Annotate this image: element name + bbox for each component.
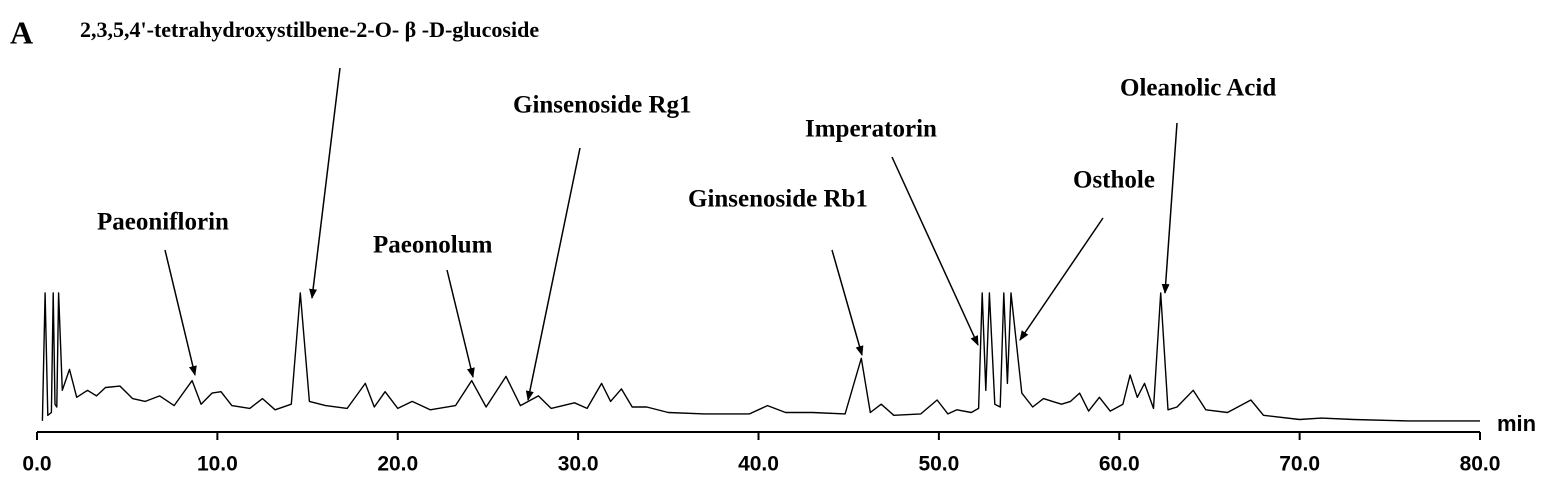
annotation-arrow xyxy=(309,67,341,299)
annotation: Imperatorin xyxy=(805,116,937,143)
annotation-arrow xyxy=(1019,217,1104,341)
x-tick-label: 80.0 xyxy=(1460,453,1501,476)
annotation-arrow xyxy=(164,249,197,376)
x-tick-label: 20.0 xyxy=(377,453,418,476)
panel-label: A xyxy=(10,14,33,50)
x-tick-label: 0.0 xyxy=(22,453,51,476)
x-tick-label: 70.0 xyxy=(1279,453,1320,476)
annotation-arrow xyxy=(831,249,864,356)
x-axis-label: min xyxy=(1497,411,1536,436)
annotation: Ginsenoside Rb1 xyxy=(688,186,868,213)
annotation: 2,3,5,4'-tetrahydroxystilbene-2-O- β -D-… xyxy=(80,17,539,42)
annotation: Paeoniflorin xyxy=(97,209,229,236)
annotation-arrow xyxy=(525,147,581,401)
annotation: Oleanolic Acid xyxy=(1120,75,1276,102)
x-tick-label: 50.0 xyxy=(918,453,959,476)
annotation: Ginsenoside Rg1 xyxy=(513,92,692,119)
chromatogram-trace xyxy=(41,292,1480,422)
annotation-arrow xyxy=(446,269,475,378)
annotation-arrow xyxy=(1161,122,1178,294)
annotation: Paeonolum xyxy=(373,232,493,259)
x-tick-label: 60.0 xyxy=(1099,453,1140,476)
annotation-arrow xyxy=(891,156,979,346)
x-tick-label: 10.0 xyxy=(197,453,238,476)
annotation: Osthole xyxy=(1073,167,1155,194)
x-tick-label: 40.0 xyxy=(738,453,779,476)
x-tick-label: 30.0 xyxy=(558,453,599,476)
